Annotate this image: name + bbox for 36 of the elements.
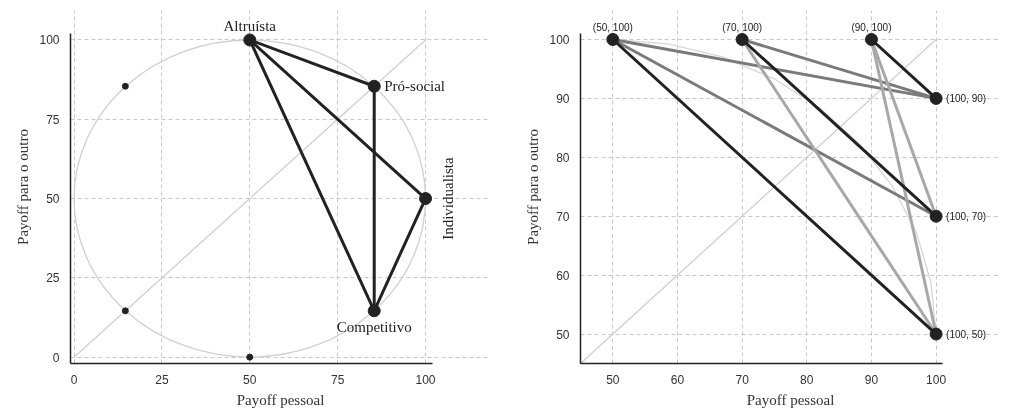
y-tick-label: 50 [46,192,60,207]
annotation: (50, 100) [592,22,633,34]
y-tick-label: 100 [549,32,570,47]
x-tick-label: 100 [415,372,436,387]
y-axis-title: Payoff para o outro [525,129,542,245]
x-tick-label: 100 [926,372,947,387]
x-axis-title: Payoff pessoal [746,391,835,408]
annotation: (70, 100) [722,22,763,34]
annotation: Altruísta [223,17,277,34]
x-axis-title: Payoff pessoal [236,391,325,408]
annotation: Pró-social [384,78,446,95]
annotation: (100, 50) [946,328,987,340]
x-tick-label: 50 [606,372,620,387]
annotation: Individualista [439,156,456,240]
x-tick-label: 90 [864,372,879,387]
x-tick-label: 70 [735,372,750,387]
x-tick-label: 0 [70,372,78,387]
y-tick-label: 70 [556,209,570,224]
y-tick-label: 25 [46,271,60,286]
annotation: (100, 70) [946,210,987,222]
y-tick-label: 75 [46,112,60,127]
y-axis-title: Payoff para o outro [15,129,32,245]
annotation: Competitivo [336,318,412,335]
annotation: (100, 90) [946,92,987,104]
annotation: (90, 100) [851,22,892,34]
x-tick-label: 60 [670,372,685,387]
x-tick-label: 80 [800,372,814,387]
y-tick-label: 80 [556,150,570,165]
y-tick-label: 100 [39,33,60,48]
y-tick-label: 0 [52,350,60,365]
x-tick-label: 75 [330,372,345,387]
y-tick-label: 50 [556,327,570,342]
x-tick-label: 25 [155,372,169,387]
x-tick-label: 50 [243,372,257,387]
y-tick-label: 60 [556,268,570,283]
y-tick-label: 90 [556,91,570,106]
